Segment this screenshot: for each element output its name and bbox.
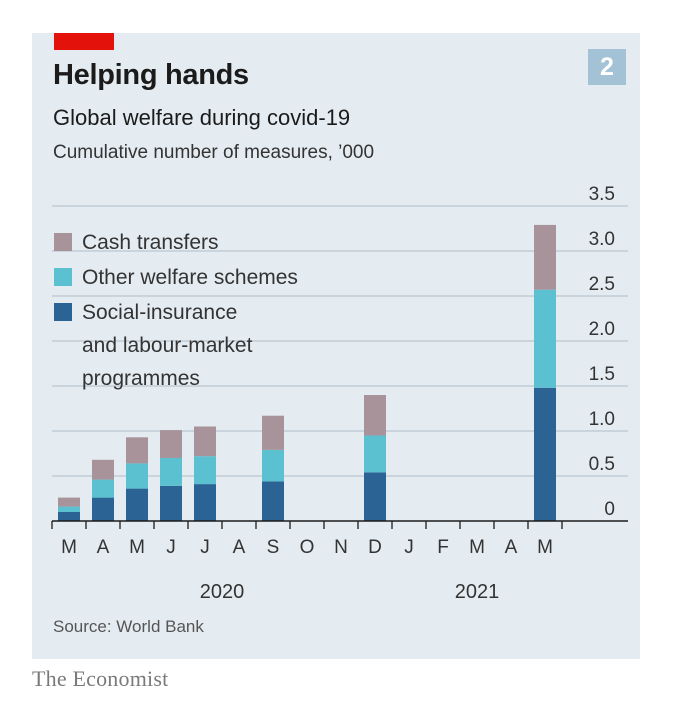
- bar-segment: [160, 430, 182, 458]
- stacked-bar-chart: 3.53.02.52.01.51.00.50M A M J J A S O N D J F M A M202…: [51, 184, 628, 603]
- bar-segment: [126, 463, 148, 489]
- bar-segment: [364, 435, 386, 473]
- legend-label: and labour-market: [82, 334, 253, 357]
- x-tick-label: A: [505, 537, 518, 558]
- bar-segment: [58, 497, 80, 507]
- bar-segment: [534, 224, 556, 290]
- bar-segment: [534, 387, 556, 521]
- x-tick-label: M: [129, 537, 145, 558]
- chart-title: Helping hands: [53, 59, 249, 91]
- bar-segment: [58, 512, 80, 521]
- bar-segment: [160, 485, 182, 521]
- bar-segment: [194, 426, 216, 457]
- y-tick-label: 1.5: [589, 364, 615, 385]
- bar-segment: [92, 497, 114, 521]
- y-tick-label: 1.0: [589, 409, 615, 430]
- bar-segment: [364, 472, 386, 521]
- x-tick-label: A: [97, 537, 110, 558]
- chart-number-badge: 2: [588, 49, 626, 85]
- year-label: 2020: [200, 581, 245, 603]
- bar-segment: [58, 506, 80, 512]
- legend-swatch: [54, 233, 72, 251]
- bar-segment: [194, 456, 216, 485]
- bar-segment: [262, 481, 284, 521]
- x-tick-label: A: [233, 537, 246, 558]
- bar-segment: [92, 479, 114, 498]
- x-tick-label: J: [404, 537, 414, 558]
- bar-segment: [364, 395, 386, 436]
- legend-label: Social-insurance: [82, 301, 237, 324]
- y-tick-label: 0: [604, 499, 615, 520]
- x-tick-label: O: [300, 537, 315, 558]
- y-tick-label: 0.5: [589, 454, 615, 475]
- x-tick-label: F: [437, 537, 449, 558]
- bar-segment: [194, 484, 216, 521]
- chart-source: Source: World Bank: [53, 617, 204, 636]
- chart-unit-note: Cumulative number of measures, ’000: [53, 142, 375, 163]
- x-tick-label: J: [166, 537, 176, 558]
- bar-segment: [92, 459, 114, 480]
- publisher-logo: The Economist: [32, 666, 169, 691]
- bar-segment: [160, 458, 182, 486]
- x-tick-label: S: [267, 537, 280, 558]
- y-tick-label: 3.0: [589, 229, 615, 250]
- bar-segment: [534, 289, 556, 388]
- chart-subtitle: Global welfare during covid-19: [53, 105, 351, 130]
- y-tick-label: 2.5: [589, 274, 615, 295]
- x-tick-label: M: [469, 537, 485, 558]
- y-tick-label: 3.5: [589, 184, 615, 205]
- bar-segment: [126, 488, 148, 521]
- x-tick-label: M: [61, 537, 77, 558]
- year-label: 2021: [455, 581, 500, 603]
- legend-swatch: [54, 268, 72, 286]
- x-tick-label: N: [334, 537, 348, 558]
- x-tick-label: D: [368, 537, 382, 558]
- bar-segment: [262, 415, 284, 450]
- legend-label: Other welfare schemes: [82, 266, 298, 289]
- x-tick-label: J: [200, 537, 210, 558]
- bar-segment: [126, 437, 148, 464]
- x-tick-label: M: [537, 537, 553, 558]
- y-tick-label: 2.0: [589, 319, 615, 340]
- legend-swatch: [54, 303, 72, 321]
- chart-panel: 2 Helping hands Global welfare during co…: [32, 33, 640, 659]
- legend-label: programmes: [82, 367, 200, 390]
- legend-label: Cash transfers: [82, 231, 219, 254]
- bar-segment: [262, 449, 284, 482]
- economist-red-tag: [54, 33, 114, 50]
